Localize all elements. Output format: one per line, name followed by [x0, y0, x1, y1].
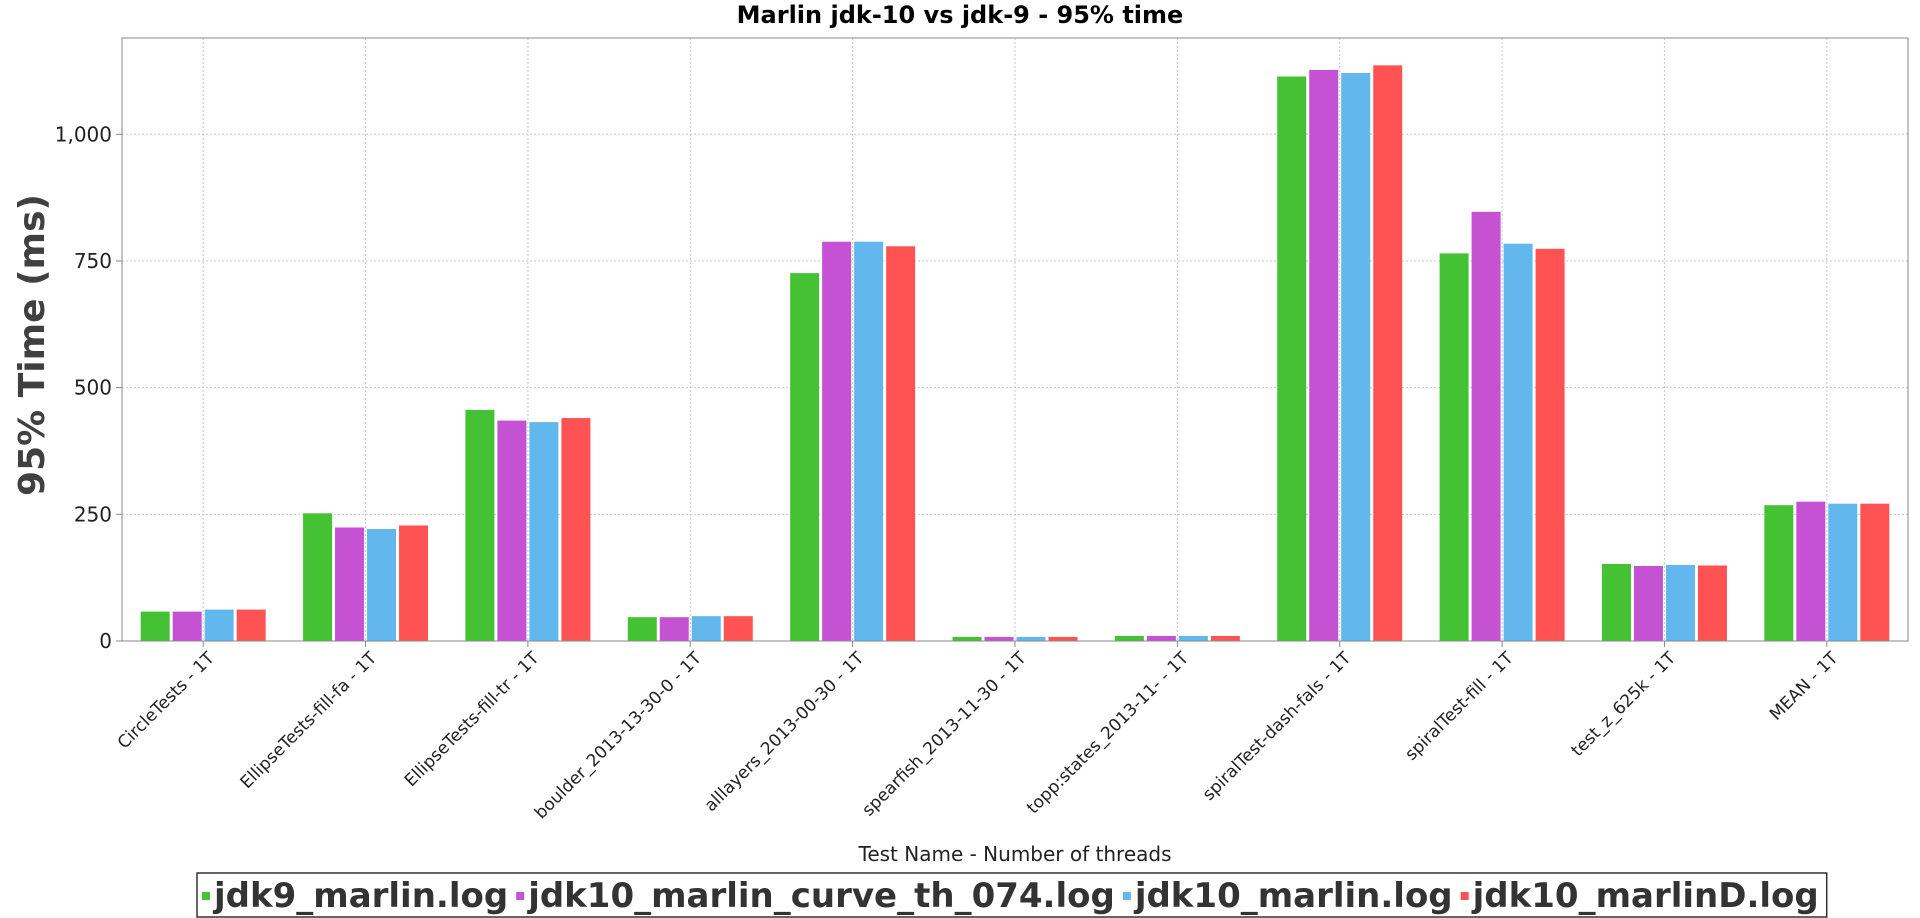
x-tick-label: spiralTest-fill - 1T — [1401, 648, 1518, 765]
bar-4-3 — [561, 418, 591, 641]
bar-4-1 — [236, 609, 266, 641]
bar-1-11 — [1764, 505, 1794, 641]
bar-2-10 — [1633, 566, 1663, 641]
bar-4-8 — [1373, 65, 1403, 641]
bar-4-11 — [1860, 503, 1890, 641]
x-axis-title: Test Name - Number of threads — [858, 842, 1172, 866]
bar-4-10 — [1697, 565, 1727, 641]
x-tick-label: topp:states_2013-11- - 1T — [1023, 648, 1193, 818]
bar-1-9 — [1439, 253, 1469, 641]
legend: jdk9_marlin.log jdk10_marlin_curve_th_074… — [196, 872, 1828, 918]
bar-4-2 — [399, 525, 429, 641]
x-tick-label: CircleTests - 1T — [114, 648, 219, 753]
x-tick-label: boulder_2013-13-30-0 - 1T — [531, 648, 706, 823]
bar-2-1 — [172, 611, 202, 641]
bar-1-4 — [627, 617, 657, 641]
bar-1-2 — [303, 513, 333, 641]
y-tick-label: 250 — [74, 502, 112, 526]
legend-swatch-1 — [202, 892, 210, 900]
x-tick-label: EllipseTests-fill-tr - 1T — [401, 648, 544, 791]
bar-1-7 — [1114, 635, 1144, 641]
legend-swatch-2 — [516, 892, 525, 900]
x-tick-label: spiralTest-dash-fals - 1T — [1199, 648, 1356, 805]
bar-3-2 — [367, 529, 397, 641]
y-axis-title: 95% Time (ms) — [12, 194, 53, 496]
bar-3-10 — [1665, 564, 1695, 641]
bar-2-8 — [1309, 69, 1339, 642]
bar-4-9 — [1535, 248, 1565, 642]
bar-4-6 — [1048, 636, 1078, 641]
bar-3-8 — [1341, 72, 1371, 641]
bar-3-5 — [854, 241, 884, 641]
x-tick-label: MEAN - 1T — [1766, 648, 1843, 725]
bar-3-3 — [529, 422, 559, 641]
bar-3-9 — [1503, 243, 1533, 641]
x-tick-label: EllipseTests-fill-fa - 1T — [237, 648, 382, 793]
y-tick-label: 500 — [74, 376, 112, 400]
bar-4-4 — [723, 616, 753, 641]
bar-1-5 — [790, 273, 820, 641]
bar-4-5 — [886, 246, 916, 641]
x-axis-labels: CircleTests - 1T EllipseTests-fill-fa - 1… — [114, 641, 1843, 823]
bar-4-7 — [1210, 635, 1240, 641]
y-tick-label: 1,000 — [55, 122, 112, 146]
bar-2-4 — [659, 617, 689, 641]
bars — [140, 65, 1890, 642]
bar-3-4 — [691, 616, 721, 641]
legend-label-1: jdk9_marlin.log — [212, 876, 508, 916]
bar-2-3 — [497, 420, 527, 641]
legend-label-4: jdk10_marlinD.log — [1471, 876, 1819, 916]
legend-label-2: jdk10_marlin_curve_th_074.log — [526, 876, 1115, 916]
x-tick-label: test_z_625k - 1T — [1568, 648, 1681, 761]
y-axis-ticks: 0 250 500 750 1,000 — [55, 122, 122, 653]
bar-3-7 — [1178, 635, 1208, 641]
bar-2-7 — [1146, 635, 1176, 641]
x-tick-label: spearfish_2013-11-30 - 1T — [858, 648, 1030, 820]
bar-3-6 — [1016, 636, 1046, 641]
bar-2-6 — [984, 636, 1014, 641]
bar-2-11 — [1796, 501, 1826, 641]
bar-3-11 — [1828, 503, 1858, 641]
bar-1-8 — [1277, 76, 1307, 641]
legend-label-3: jdk10_marlin.log — [1133, 876, 1453, 916]
bar-1-10 — [1601, 563, 1631, 641]
bar-2-2 — [335, 527, 365, 641]
grid-lines — [122, 38, 1908, 641]
bar-2-9 — [1471, 211, 1501, 641]
legend-box — [196, 872, 1828, 918]
bar-1-3 — [465, 409, 495, 641]
y-tick-label: 750 — [74, 249, 112, 273]
legend-swatch-4 — [1460, 892, 1469, 900]
x-tick-label: alllayers_2013-00-30 - 1T — [701, 648, 869, 816]
chart-title: Marlin jdk-10 vs jdk-9 - 95% time — [737, 1, 1184, 29]
bar-1-1 — [140, 611, 170, 641]
bar-3-1 — [204, 609, 234, 641]
bar-1-6 — [952, 636, 982, 641]
bar-2-5 — [822, 241, 852, 641]
y-tick-label: 0 — [99, 629, 112, 653]
legend-swatch-3 — [1122, 892, 1131, 900]
